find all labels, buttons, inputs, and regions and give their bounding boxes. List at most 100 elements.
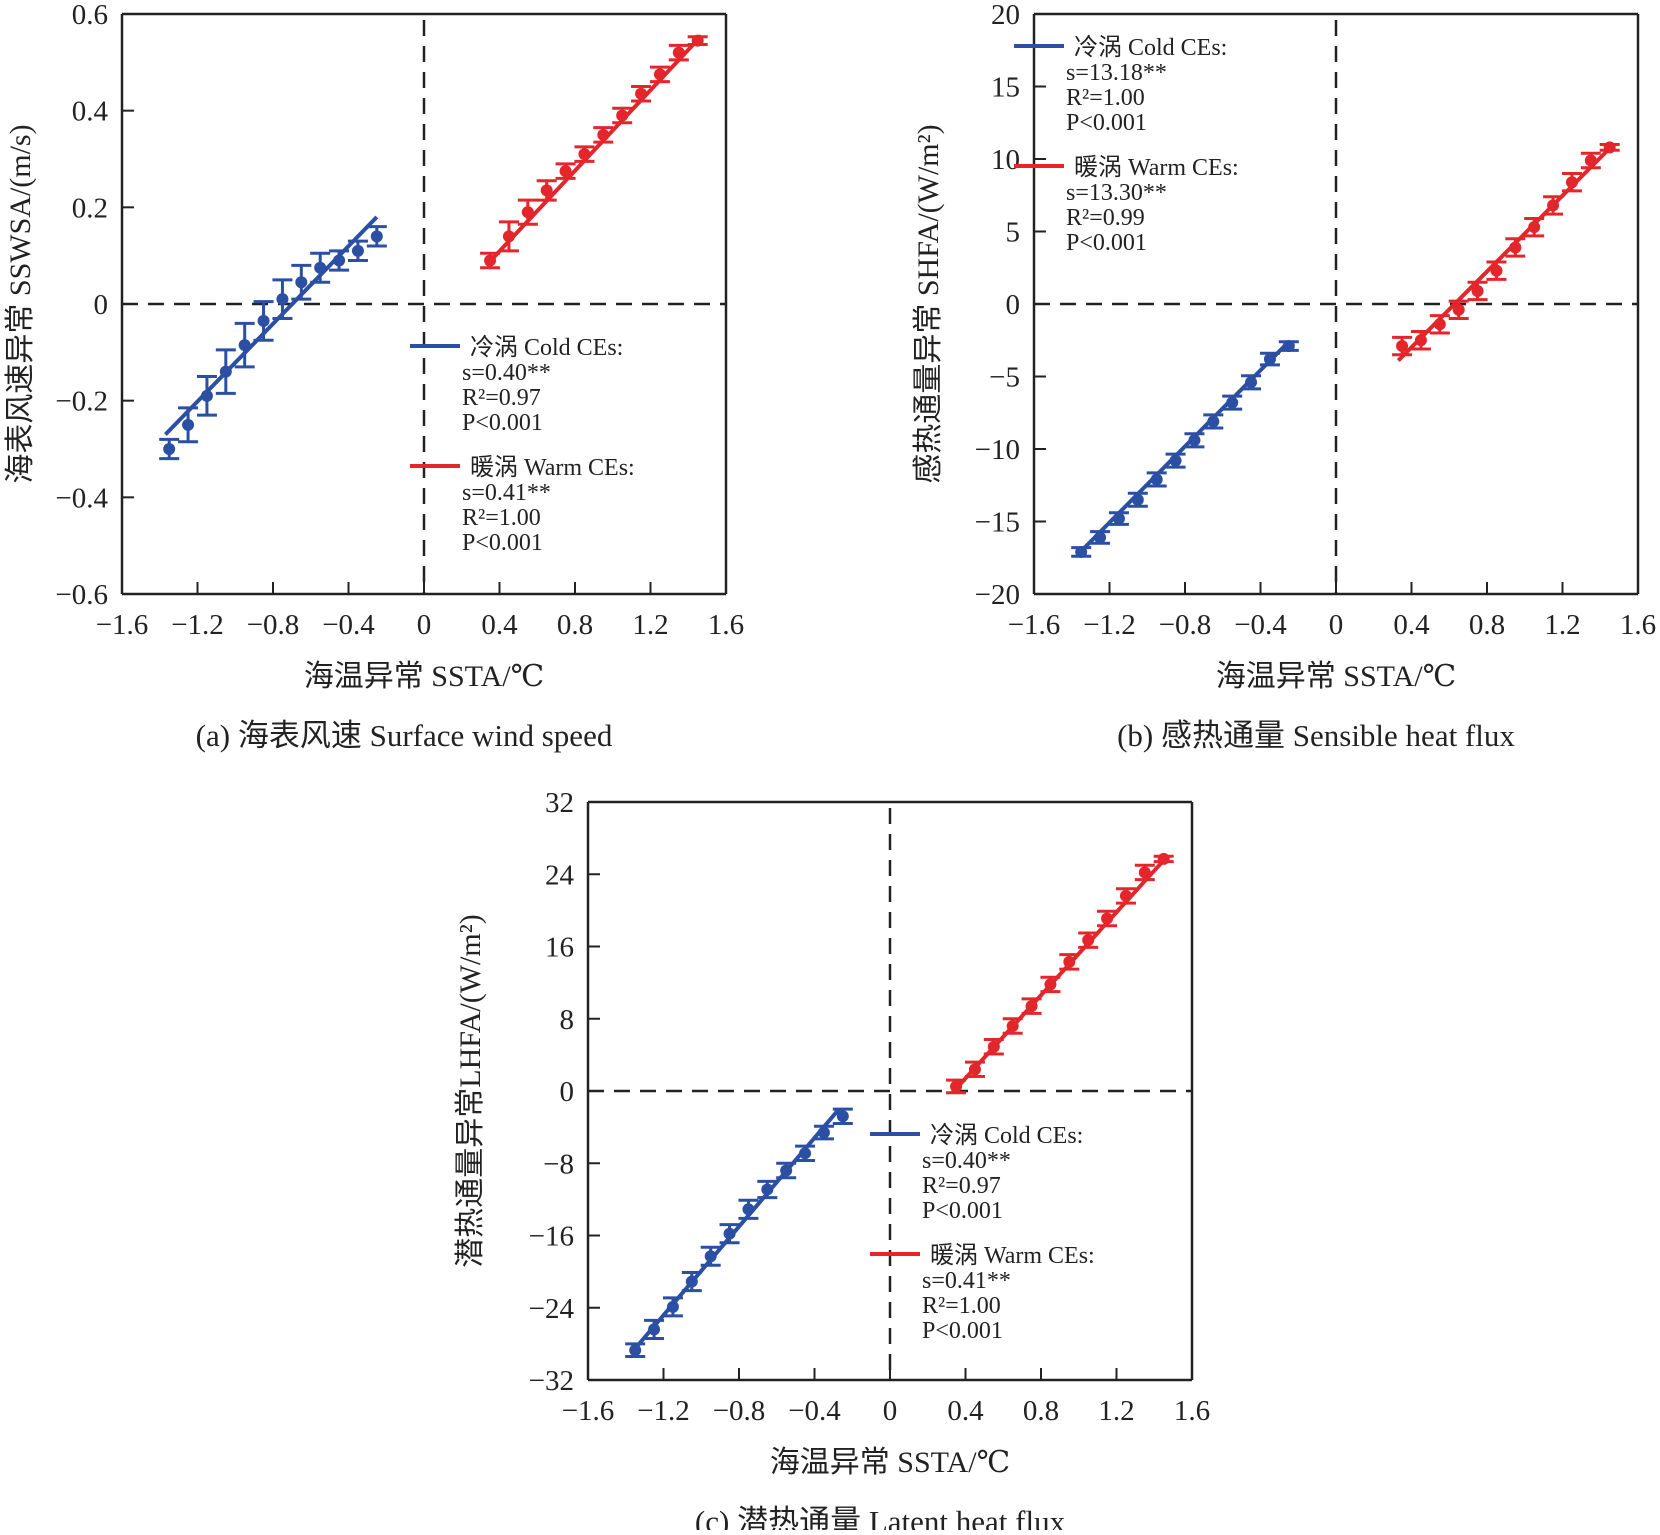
y-tick-label: −32 [529, 1365, 574, 1397]
y-tick-label: −20 [975, 579, 1020, 611]
panel-a: −1.6 −1.2 −0.8 −0.4 0 0.4 0.8 1.2 1.6 −0.6 −0.4 −0.… [0, 0, 830, 765]
y-tick-label: 24 [545, 859, 575, 891]
data-point-cold [685, 1275, 698, 1288]
legend-entry-name: 暖涡 Warm CEs: [470, 454, 635, 481]
fit-line-cold [163, 215, 379, 436]
x-tick-label: 0.4 [1393, 609, 1430, 641]
y-tick-label: −0.2 [55, 386, 108, 418]
fit-line-warm [1396, 143, 1615, 362]
data-point-warm [1528, 221, 1541, 234]
legend-stat: P<0.001 [1066, 110, 1147, 136]
data-point-cold [163, 443, 176, 455]
legend-stat: s=13.30** [1066, 180, 1167, 206]
x-tick-label: −0.4 [788, 1395, 841, 1427]
data-point-warm [502, 230, 515, 243]
legend-stat: s=0.41** [462, 480, 551, 506]
data-point-cold [238, 339, 251, 352]
x-tick-label: −0.8 [713, 1395, 766, 1427]
x-tick-label: 1.6 [708, 609, 744, 641]
chart-sensible-heat-flux: −1.6 −1.2 −0.8 −0.4 0 0.4 0.8 1.2 1.6 −20 −15 −10 −5… [912, 0, 1656, 753]
data-point-cold [1150, 473, 1163, 486]
data-point-warm [1044, 978, 1057, 991]
data-point-cold [1112, 512, 1125, 525]
data-point-warm [1025, 1000, 1038, 1013]
x-tick-label: 0.8 [557, 609, 593, 641]
legend-stat: s=13.18** [1066, 60, 1167, 86]
x-tick-label: 1.6 [1174, 1395, 1210, 1427]
x-tick-label: 1.6 [1620, 609, 1656, 641]
data-point-warm [950, 1080, 963, 1093]
data-point-warm [968, 1063, 981, 1076]
legend-stat: R²=1.00 [1066, 85, 1145, 111]
legend-stat: R²=0.97 [922, 1173, 1001, 1199]
data-point-warm [521, 206, 534, 219]
data-point-warm [653, 68, 666, 81]
data-point-warm [616, 109, 629, 122]
x-tick-label: −0.8 [247, 609, 300, 641]
data-point-warm [1414, 334, 1427, 347]
data-point-cold [1075, 545, 1088, 558]
legend-stat: P<0.001 [462, 410, 543, 436]
legend-stat: R²=1.00 [922, 1293, 1001, 1319]
x-tick-label: 0 [1329, 609, 1344, 641]
data-point-cold [1131, 493, 1144, 506]
data-point-warm [672, 46, 685, 59]
x-tick-label: 0.8 [1023, 1395, 1059, 1427]
data-point-cold [648, 1323, 661, 1336]
x-tick-label: 1.2 [1098, 1395, 1134, 1427]
data-point-cold [742, 1203, 755, 1216]
data-point-warm [1452, 303, 1465, 316]
panel-caption: (c) 潜热通量 Latent heat flux [695, 1504, 1066, 1530]
y-tick-label: −0.4 [55, 482, 108, 514]
data-point-cold [836, 1110, 849, 1123]
data-point-cold [276, 293, 289, 306]
legend-entry-name: 冷涡 Cold CEs: [930, 1122, 1083, 1149]
x-axis-label: 海温异常 SSTA/℃ [770, 1446, 1010, 1479]
legend-stat: R²=1.00 [462, 505, 541, 531]
panel-caption: (a) 海表风速 Surface wind speed [196, 718, 613, 753]
data-point-warm [1584, 154, 1597, 167]
data-point-warm [1565, 176, 1578, 189]
data-point-cold [219, 365, 232, 378]
data-point-warm [1063, 955, 1076, 968]
fit-line-warm [950, 854, 1169, 1095]
series-cold [625, 1107, 853, 1359]
x-axis-label: 海温异常 SSTA/℃ [1216, 660, 1456, 693]
data-point-cold [1207, 415, 1220, 428]
y-tick-label: −5 [989, 362, 1020, 394]
legend-stat: P<0.001 [922, 1198, 1003, 1224]
data-point-warm [1119, 889, 1132, 902]
x-tick-label: −0.4 [1234, 609, 1287, 641]
legend-entry-name: 冷涡 Cold CEs: [470, 334, 623, 361]
data-point-cold [704, 1250, 717, 1263]
data-point-cold [1188, 434, 1201, 447]
data-point-warm [691, 34, 704, 47]
legend-stat: s=0.40** [922, 1148, 1011, 1174]
data-point-cold [314, 261, 327, 274]
data-point-cold [351, 244, 364, 257]
x-tick-label: 0.8 [1469, 609, 1505, 641]
data-point-warm [1433, 318, 1446, 331]
y-tick-label: 16 [545, 932, 574, 964]
y-tick-label: 32 [545, 787, 574, 819]
data-point-warm [484, 254, 497, 267]
data-point-cold [295, 276, 308, 289]
data-point-warm [635, 87, 648, 100]
y-axis-label: 感热通量异常 SHFA/(W/m²) [912, 124, 945, 483]
fit-line-cold [1075, 340, 1291, 557]
x-tick-label: 1.2 [632, 609, 668, 641]
x-tick-label: −1.2 [171, 609, 224, 641]
y-tick-label: 10 [991, 144, 1020, 176]
data-point-warm [1157, 852, 1170, 865]
data-point-warm [578, 148, 591, 161]
y-tick-label: −10 [975, 434, 1020, 466]
legend-stat: s=0.40** [462, 360, 551, 386]
x-tick-label: −0.4 [322, 609, 375, 641]
data-point-warm [1101, 912, 1114, 925]
series-cold [1071, 340, 1299, 558]
data-point-cold [799, 1147, 812, 1160]
y-tick-label: −24 [529, 1293, 575, 1325]
data-point-warm [1006, 1019, 1019, 1032]
